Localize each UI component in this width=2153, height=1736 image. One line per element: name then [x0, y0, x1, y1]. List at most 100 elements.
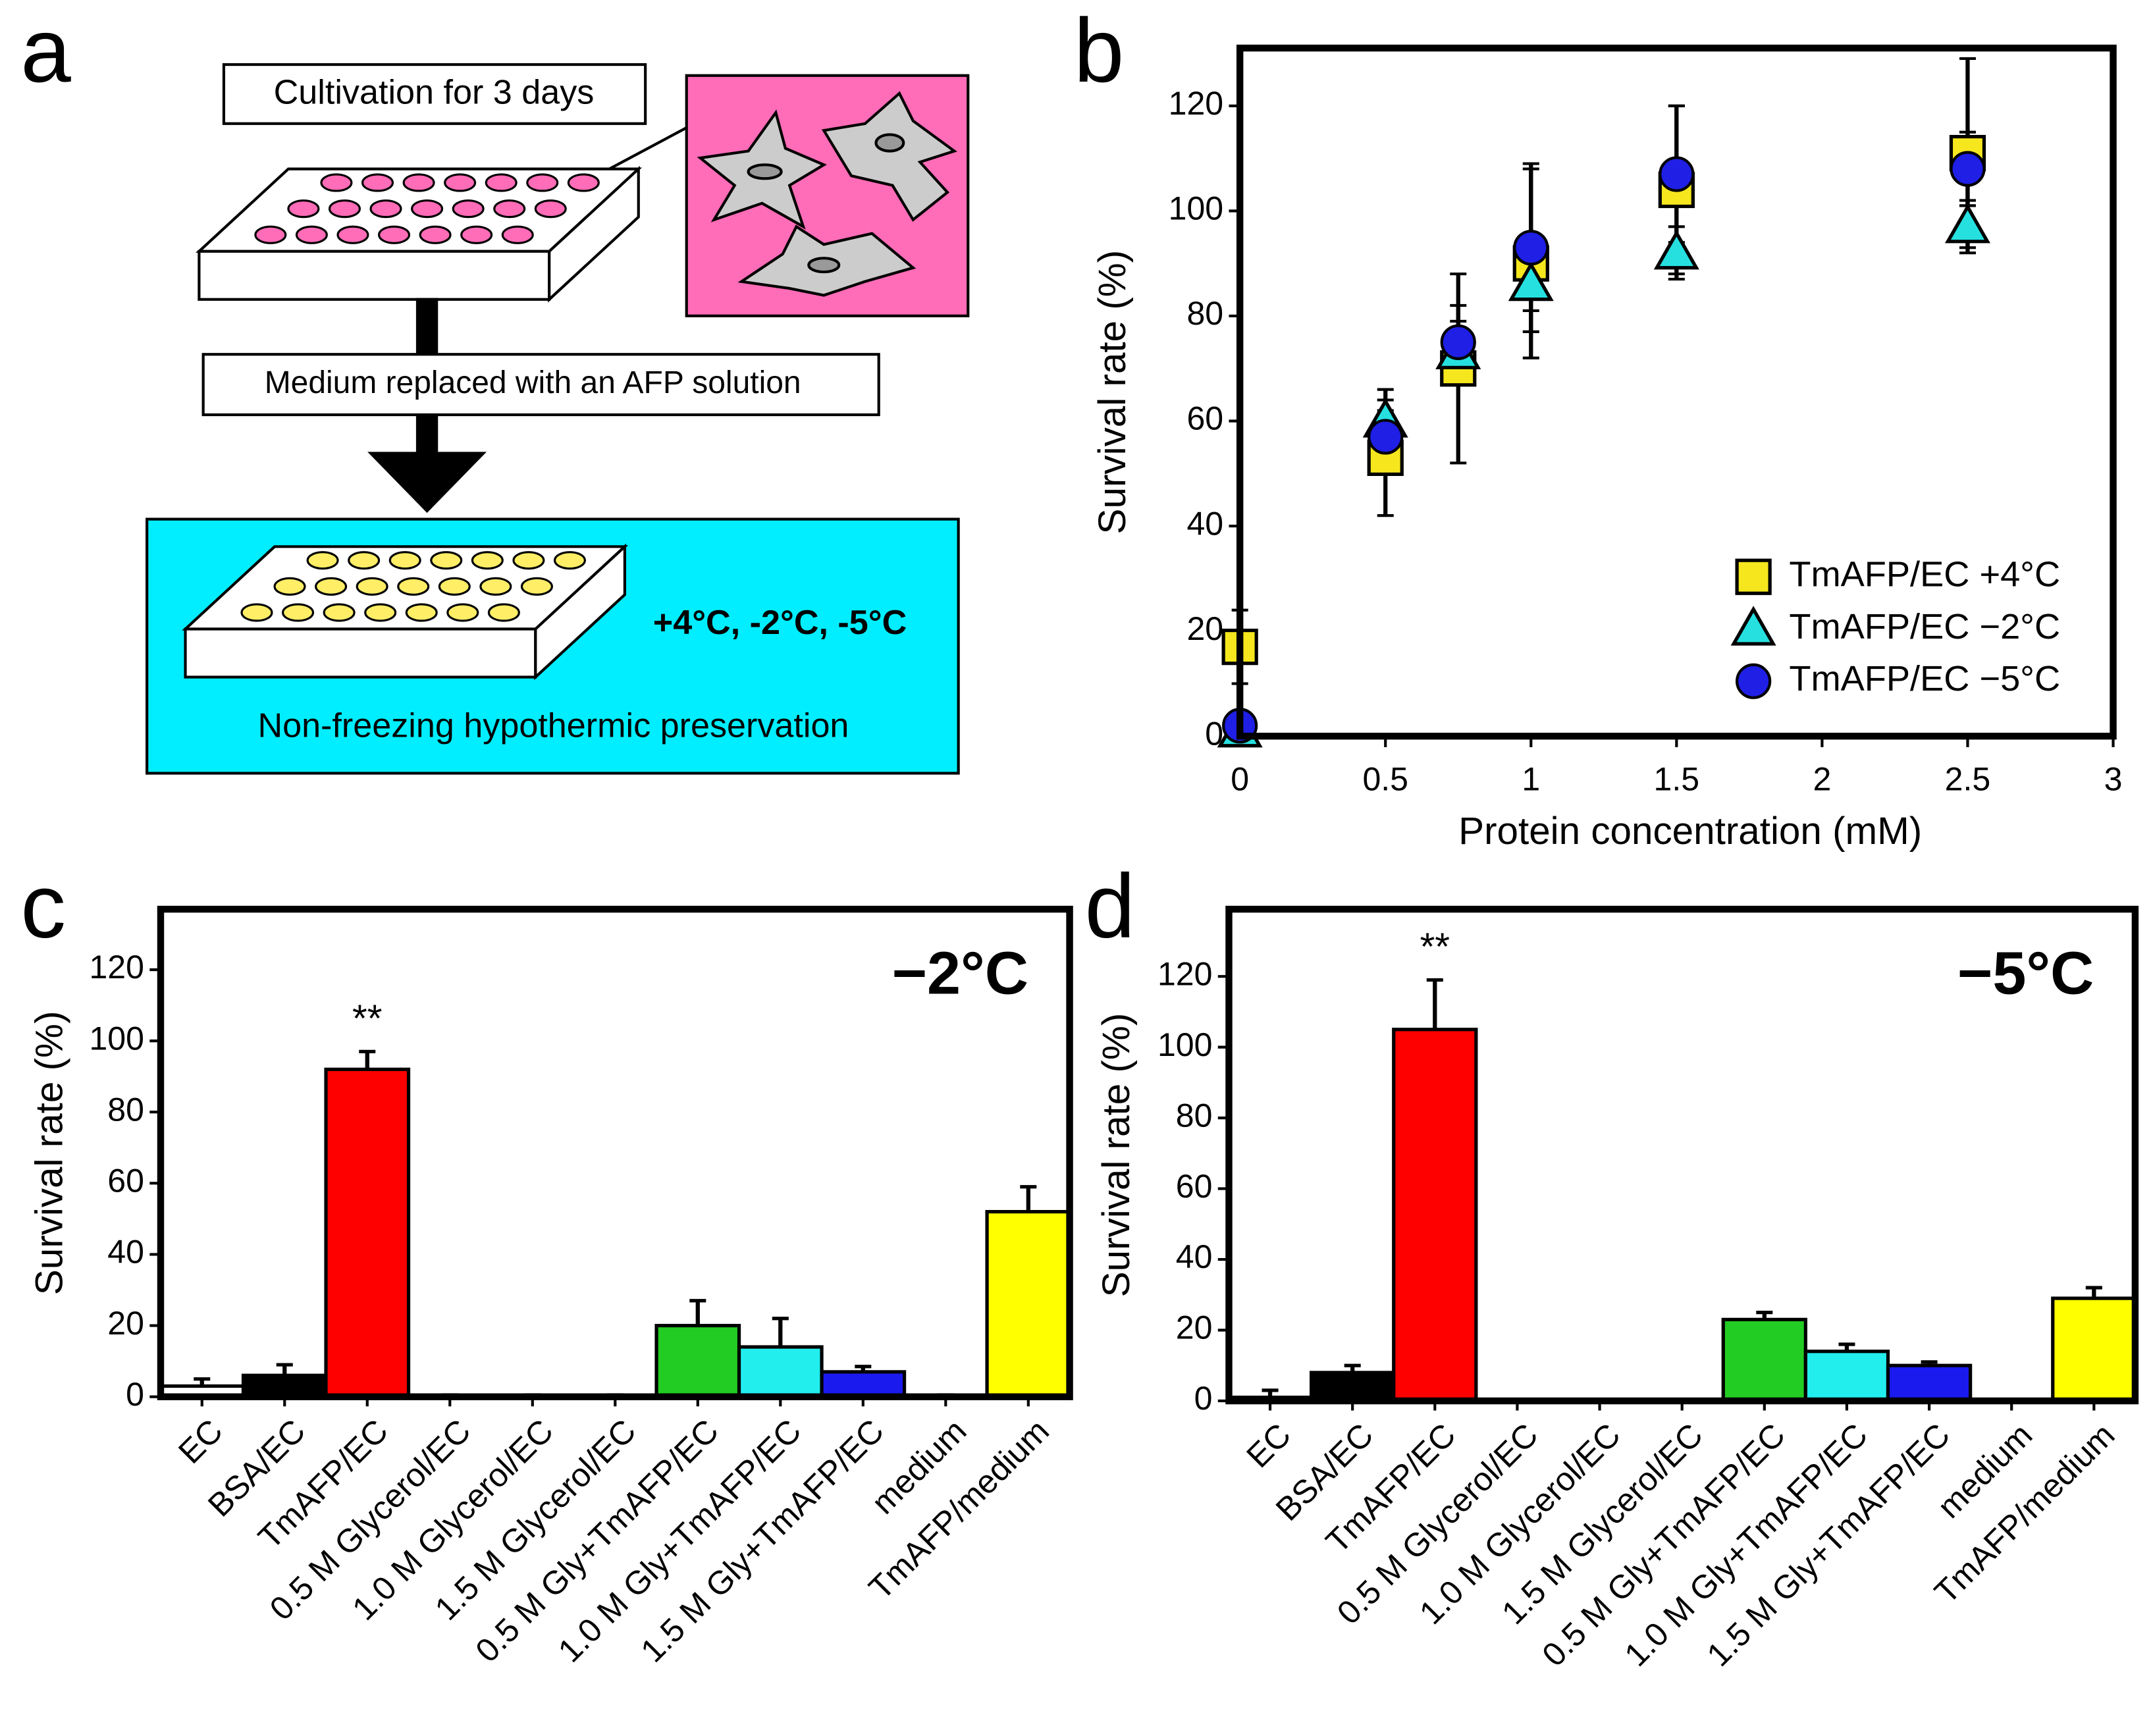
well: [315, 577, 348, 596]
well: [430, 551, 463, 570]
arrow: [415, 298, 439, 356]
well: [471, 551, 504, 570]
well: [411, 199, 444, 219]
well: [438, 577, 471, 596]
well: [485, 173, 518, 192]
well: [287, 199, 320, 219]
well: [512, 551, 545, 570]
cell: [821, 91, 957, 222]
well: [534, 199, 567, 219]
x-axis-label: Protein concentration (mM): [1458, 810, 1922, 853]
well: [240, 603, 273, 622]
x-tick-label: 0.5: [1362, 760, 1408, 797]
y-tick-label: 60: [1176, 1168, 1213, 1205]
y-tick-label: 80: [1176, 1097, 1213, 1134]
arrow: [415, 413, 439, 458]
well: [295, 225, 328, 244]
plot-frame: [157, 905, 1073, 1400]
x-tick-label: 1.5: [1654, 760, 1700, 797]
wells: [240, 551, 586, 622]
well: [479, 577, 512, 596]
well: [567, 173, 600, 192]
legend-marker: [1735, 558, 1772, 595]
legend-label: TmAFP/EC −2°C: [1789, 607, 2060, 646]
well: [282, 603, 315, 622]
bar: [324, 1067, 411, 1399]
marker: [1440, 324, 1476, 360]
marker: [1368, 419, 1404, 455]
well: [361, 173, 394, 192]
bar: [985, 1209, 1072, 1399]
well: [320, 173, 353, 192]
nucleus: [747, 163, 783, 180]
bar: [2051, 1296, 2137, 1403]
legend-marker: [1730, 606, 1776, 646]
well: [444, 173, 477, 192]
bar: [654, 1323, 741, 1399]
plate-side: [534, 543, 626, 681]
y-tick-label: 100: [1169, 190, 1224, 227]
result-text: Non-freezing hypothermic preservation: [257, 706, 849, 745]
well: [501, 225, 534, 244]
step-text: Cultivation for 3 days: [274, 74, 595, 112]
well: [273, 577, 306, 596]
plot-frame: [1236, 44, 2117, 740]
well: [356, 577, 388, 596]
significance: **: [352, 997, 382, 1040]
well: [328, 199, 361, 219]
y-axis-label: Survival rate (%): [1091, 250, 1134, 535]
x-tick-label: EC: [1239, 1416, 1298, 1475]
well: [336, 225, 369, 244]
x-tick-label: 1: [1522, 760, 1540, 797]
step-text: Medium replaced with an AFP solution: [265, 365, 801, 400]
well: [493, 199, 526, 219]
y-tick-label: 40: [1176, 1238, 1213, 1275]
panel-label: a: [20, 0, 71, 101]
y-tick-label: 100: [89, 1020, 144, 1057]
plate-front: [184, 627, 537, 679]
marker: [1950, 151, 1986, 187]
well: [452, 199, 485, 219]
well: [306, 551, 339, 570]
temperature-label: −5°C: [1957, 940, 2094, 1007]
y-tick-label: 0: [126, 1376, 144, 1413]
bar: [737, 1345, 824, 1399]
panel-label: b: [1074, 0, 1125, 101]
significance: **: [1420, 926, 1450, 968]
y-tick-label: 0: [1194, 1380, 1213, 1417]
well: [520, 577, 553, 596]
well: [364, 603, 397, 622]
temperature-label: −2°C: [891, 940, 1028, 1007]
legend-label: TmAFP/EC +4°C: [1789, 555, 2060, 594]
nucleus: [807, 257, 841, 274]
bar: [1803, 1350, 1890, 1403]
legend-marker: [1736, 663, 1772, 699]
well: [526, 173, 559, 192]
y-tick-label: 120: [89, 949, 144, 986]
well: [419, 225, 452, 244]
y-axis-label: Survival rate (%): [28, 1011, 71, 1296]
plate-side: [548, 165, 640, 303]
marker: [1944, 203, 1990, 244]
y-tick-label: 80: [1186, 295, 1223, 332]
well: [460, 225, 493, 244]
marker: [1659, 156, 1695, 192]
plot-frame: [1225, 905, 2139, 1405]
marker: [1508, 261, 1554, 302]
well: [348, 551, 381, 570]
well: [378, 225, 411, 244]
plate-front: [198, 250, 551, 301]
y-tick-label: 60: [1186, 400, 1223, 437]
well: [446, 603, 479, 622]
y-tick-label: 80: [107, 1091, 144, 1128]
diagram: [146, 63, 970, 775]
well: [397, 577, 430, 596]
y-tick-label: 100: [1157, 1026, 1213, 1063]
well: [369, 199, 402, 219]
nucleus: [874, 133, 905, 153]
arrow-head: [367, 452, 487, 513]
well: [254, 225, 287, 244]
marker: [1513, 230, 1549, 266]
conditions: +4°C, -2°C, -5°C: [653, 604, 907, 642]
